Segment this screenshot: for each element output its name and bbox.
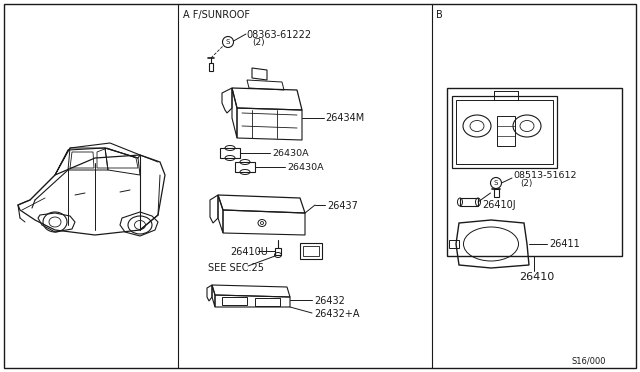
Text: 26411: 26411 [549, 239, 580, 249]
Text: 26437: 26437 [327, 201, 358, 211]
Text: (2): (2) [252, 38, 264, 47]
Text: SEE SEC.25: SEE SEC.25 [208, 263, 264, 273]
Text: S: S [226, 39, 230, 45]
Bar [494, 91, 518, 100]
Text: 26430A: 26430A [272, 149, 308, 158]
Bar [449, 240, 459, 248]
Bar [497, 116, 515, 146]
Text: B: B [436, 10, 443, 20]
Text: 26410: 26410 [519, 272, 554, 282]
Bar [209, 63, 213, 71]
Bar [275, 248, 281, 255]
Bar [460, 198, 478, 206]
Bar [255, 298, 280, 306]
Text: 26432: 26432 [314, 296, 345, 306]
Text: 26410J: 26410J [482, 200, 516, 210]
Bar [220, 148, 240, 158]
Bar [222, 297, 247, 305]
Text: (2): (2) [520, 179, 532, 188]
Bar [303, 246, 319, 256]
Text: 08363-61222: 08363-61222 [246, 30, 311, 40]
Bar [452, 96, 557, 168]
Bar [456, 100, 553, 164]
Bar [447, 88, 622, 256]
Text: 26410U: 26410U [230, 247, 268, 257]
Text: 26430A: 26430A [287, 163, 324, 172]
Text: 26432+A: 26432+A [314, 309, 360, 319]
Bar [300, 243, 322, 259]
Text: A F/SUNROOF: A F/SUNROOF [183, 10, 250, 20]
Text: S: S [494, 180, 498, 186]
Bar [235, 162, 255, 172]
Text: 26434M: 26434M [325, 113, 364, 123]
Text: 08513-51612: 08513-51612 [513, 171, 577, 180]
Text: S16/000: S16/000 [572, 357, 607, 366]
Bar [494, 189, 499, 197]
